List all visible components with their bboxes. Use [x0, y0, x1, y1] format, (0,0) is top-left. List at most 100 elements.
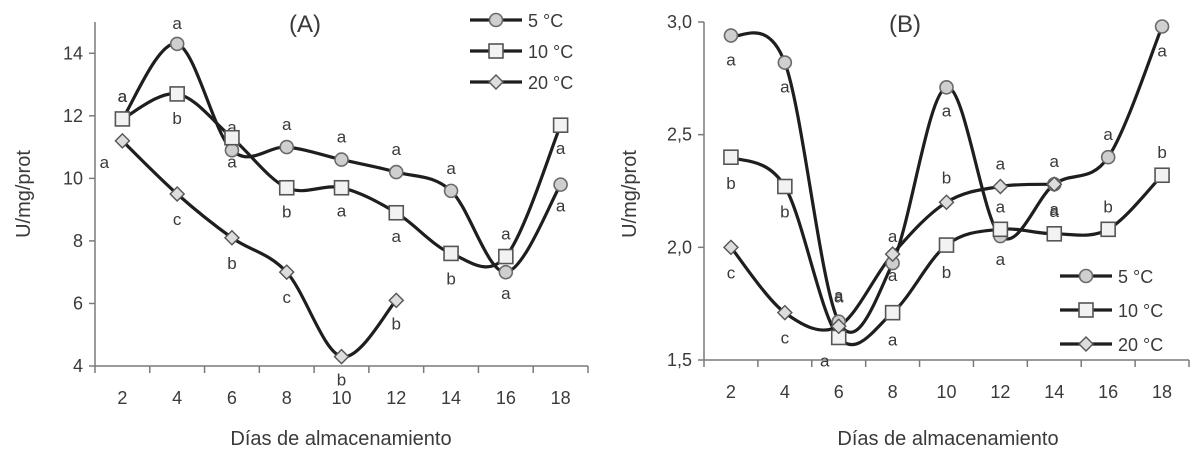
data-point: [776, 304, 793, 321]
significance-letter: b: [1103, 197, 1112, 216]
x-axis-label: Días de almacenamiento: [837, 428, 1058, 449]
data-point: [552, 117, 569, 133]
data-point: [884, 246, 901, 263]
significance-letter: a: [501, 225, 511, 244]
data-point: [333, 348, 350, 365]
data-point: [723, 149, 739, 165]
significance-letter: c: [781, 329, 790, 348]
significance-letter: b: [227, 254, 236, 273]
significance-letter: a: [834, 286, 844, 305]
significance-letter: a: [118, 87, 128, 106]
x-tick-label: 4: [780, 382, 790, 402]
legend-label: 5 °C: [528, 11, 563, 31]
data-point: [1046, 226, 1063, 242]
legend-marker: [488, 12, 504, 28]
data-point: [938, 194, 955, 211]
data-point: [777, 178, 793, 195]
significance-letter: a: [888, 227, 898, 246]
significance-letter: b: [392, 314, 401, 333]
x-tick-label: 16: [1098, 382, 1118, 402]
series-line-10c: [730, 155, 1164, 347]
y-tick-label: 10: [63, 168, 83, 188]
series-line-20c: [121, 139, 398, 359]
y-tick-label: 14: [63, 43, 83, 63]
significance-letter: c: [173, 210, 182, 229]
y-tick-label: 6: [73, 293, 83, 313]
panel-title: (B): [889, 11, 921, 38]
legend-label: 20 °C: [1118, 335, 1163, 355]
legend-label: 10 °C: [1118, 301, 1163, 321]
data-point: [938, 237, 955, 253]
y-tick-label: 2,0: [667, 237, 692, 257]
significance-letter: a: [888, 331, 898, 350]
data-point: [777, 55, 793, 70]
data-point: [223, 229, 240, 246]
data-point: [830, 318, 847, 335]
x-tick-label: 12: [386, 388, 406, 408]
x-axis-label: Días de almacenamiento: [230, 428, 451, 449]
legend-marker: [1078, 336, 1094, 352]
data-point: [333, 179, 350, 196]
significance-letter: b: [337, 371, 346, 390]
significance-letter: a: [1157, 42, 1167, 61]
y-tick-label: 12: [63, 106, 83, 126]
y-tick-label: 3,0: [667, 12, 692, 32]
data-point: [939, 80, 954, 95]
significance-letter: a: [446, 159, 456, 178]
data-point: [1100, 221, 1116, 238]
significance-letter: a: [227, 153, 237, 172]
significance-letter: c: [282, 288, 291, 307]
data-point: [388, 292, 405, 309]
data-point: [992, 221, 1009, 238]
x-tick-label: 6: [834, 382, 844, 402]
significance-letter: a: [501, 284, 511, 303]
data-point: [224, 129, 240, 146]
data-point: [723, 28, 739, 43]
significance-letter: a: [1103, 125, 1113, 144]
x-tick-label: 18: [551, 388, 571, 408]
legend-marker: [1078, 302, 1094, 318]
significance-letter: a: [942, 101, 952, 120]
y-axis-label: U/mg/prot: [13, 150, 35, 238]
data-point: [279, 139, 295, 155]
significance-letter: a: [118, 87, 128, 106]
data-point: [1100, 149, 1116, 165]
y-tick-label: 1,5: [667, 350, 692, 370]
legend-marker: [1078, 268, 1094, 284]
data-point: [498, 264, 514, 280]
significance-letter: a: [996, 197, 1006, 216]
significance-letter: a: [780, 78, 790, 97]
legend-label: 10 °C: [528, 42, 573, 62]
significance-letter: b: [942, 263, 951, 282]
significance-letter: a: [726, 51, 736, 70]
significance-letter: a: [820, 351, 830, 370]
significance-letter: a: [996, 250, 1006, 269]
y-tick-label: 4: [73, 356, 83, 376]
series-line-5c: [730, 25, 1164, 334]
x-tick-label: 6: [227, 388, 237, 408]
legend-label: 20 °C: [528, 73, 573, 93]
data-point: [443, 183, 459, 199]
data-point: [1154, 19, 1170, 34]
data-point: [498, 248, 514, 265]
x-tick-label: 8: [888, 382, 898, 402]
x-tick-label: 18: [1152, 382, 1172, 402]
significance-letter: a: [227, 118, 237, 137]
legend-label: 5 °C: [1118, 267, 1153, 287]
significance-letter: b: [780, 202, 789, 221]
significance-letter: a: [1050, 152, 1060, 171]
x-tick-label: 10: [331, 388, 351, 408]
significance-letter: a: [392, 140, 402, 159]
significance-letter: b: [172, 109, 181, 128]
chart-panel-a: 4 6 8 10 12 14 2 4 6 8 10 12 14 16 18 Días de almacenam…: [13, 11, 589, 449]
significance-letter: a: [834, 288, 844, 307]
y-axis-label: U/mg/prot: [619, 150, 641, 238]
significance-letter: b: [446, 269, 455, 288]
chart-panel-b: 1,5 2,0 2,5 3,0 2 4 6 8 10 12 14 16 18 Días de almace…: [619, 11, 1190, 449]
x-tick-label: 2: [726, 382, 736, 402]
significance-letter: a: [100, 153, 110, 172]
data-point: [278, 179, 295, 196]
y-tick-label: 8: [73, 231, 83, 251]
data-point: [1154, 167, 1170, 184]
significance-letter: a: [172, 14, 182, 33]
